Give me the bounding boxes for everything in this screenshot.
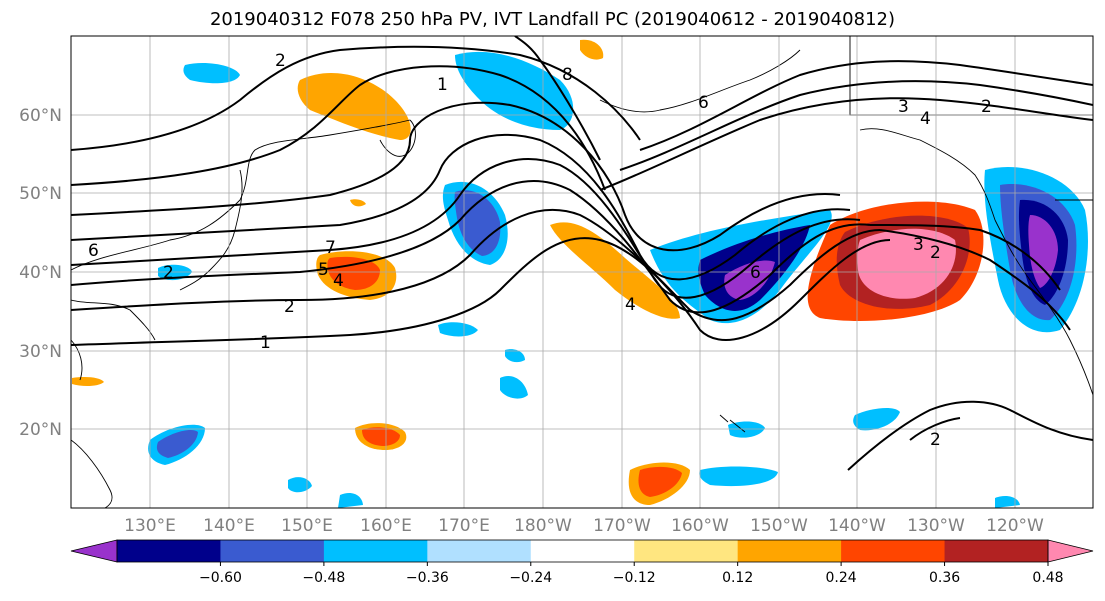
contour-label: 8 [562, 65, 573, 85]
lon-label: 150°E [281, 516, 333, 536]
contour-label: 7 [325, 238, 336, 258]
colorbar-segment [117, 540, 221, 562]
contour-label: 6 [750, 263, 761, 283]
coastlines [71, 36, 1093, 508]
colorbar-tick-label: 0.48 [1032, 570, 1063, 586]
colorbar-tick-label: −0.60 [199, 570, 242, 586]
contour-label: 6 [88, 241, 99, 261]
lat-label: 30°N [19, 342, 62, 362]
contour-label: 3 [898, 97, 909, 117]
contour-label: 2 [275, 51, 286, 71]
contour-label: 4 [333, 271, 344, 291]
lon-label: 130°W [907, 516, 965, 536]
colorbar-ticks: −0.60 −0.48 −0.36 −0.24 −0.12 0.12 0.24 0.36 0.4… [199, 562, 1064, 586]
lon-label: 160°E [360, 516, 412, 536]
contour-label: 2 [930, 430, 941, 450]
colorbar-segment [634, 540, 739, 562]
colorbar-tick-label: 0.12 [722, 570, 753, 586]
colorbar-segment [323, 540, 428, 562]
colorbar-tick-label: −0.24 [509, 570, 552, 586]
colorbar-segment [944, 540, 1049, 562]
lat-label: 60°N [19, 106, 62, 126]
colorbar-segment [530, 540, 635, 562]
colorbar-tick-label: −0.12 [613, 570, 656, 586]
lon-label: 170°E [438, 516, 490, 536]
pv-contours [71, 36, 1093, 471]
contour-label: 1 [437, 75, 448, 95]
lat-label: 50°N [19, 184, 62, 204]
lon-label: 130°E [124, 516, 176, 536]
longitude-labels: 130°E 140°E 150°E 160°E 170°E 180°W 170°… [124, 516, 1044, 536]
contour-label: 2 [981, 97, 992, 117]
contour-label: 2 [930, 243, 941, 263]
contour-label: 5 [318, 260, 329, 280]
contour-label: 1 [260, 333, 271, 353]
colorbar-segment [841, 540, 946, 562]
map-frame [70, 35, 1094, 509]
lon-label: 140°W [828, 516, 886, 536]
contour-label: 2 [163, 263, 174, 283]
colorbar-segment [220, 540, 325, 562]
colorbar: −0.60 −0.48 −0.36 −0.24 −0.12 0.12 0.24 0.36 0.4… [70, 539, 1094, 586]
colorbar-segment [427, 540, 532, 562]
contour-label: 4 [920, 109, 931, 129]
colorbar-tick-label: 0.24 [826, 570, 857, 586]
lon-label: 140°E [203, 516, 255, 536]
contour-label: 4 [625, 295, 636, 315]
colorbar-tick-label: −0.48 [302, 570, 345, 586]
lon-label: 180°W [514, 516, 572, 536]
latitude-labels: 60°N 50°N 40°N 30°N 20°N [19, 106, 62, 440]
lat-label: 40°N [19, 263, 62, 283]
contour-label: 6 [698, 93, 709, 113]
colorbar-segments [117, 540, 1049, 562]
contour-label: 3 [913, 235, 924, 255]
colorbar-extend-low [70, 539, 118, 563]
lon-label: 120°W [986, 516, 1044, 536]
lon-label: 170°W [593, 516, 651, 536]
contour-labels: 2 1 6 3 2 4 6 7 5 4 2 1 8 6 4 3 2 2 2 [88, 51, 992, 450]
colorbar-extend-high [1047, 539, 1094, 563]
lon-label: 160°W [671, 516, 729, 536]
lon-label: 150°W [750, 516, 808, 536]
map-title: 2019040312 F078 250 hPa PV, IVT Landfall… [209, 9, 896, 30]
colorbar-tick-label: −0.36 [406, 570, 449, 586]
contour-label: 2 [284, 297, 295, 317]
colorbar-tick-label: 0.36 [929, 570, 960, 586]
colorbar-segment [737, 540, 842, 562]
colorbar-frame [116, 539, 1049, 563]
graticule [71, 36, 1093, 508]
lat-label: 20°N [19, 420, 62, 440]
